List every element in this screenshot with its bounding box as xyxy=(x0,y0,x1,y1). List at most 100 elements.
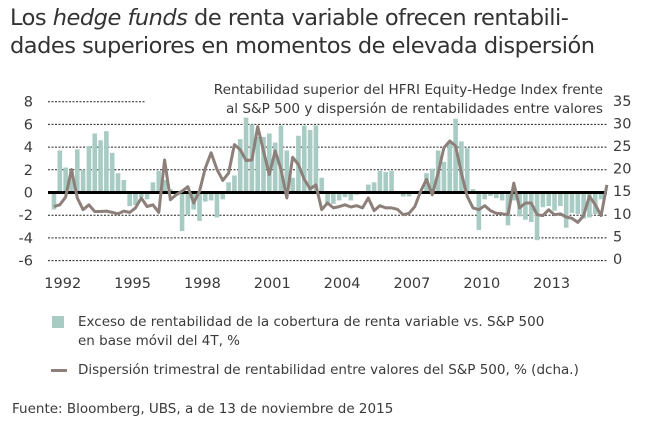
bar xyxy=(203,192,208,202)
legend-line-swatch xyxy=(51,369,67,372)
bar xyxy=(290,177,295,193)
bar xyxy=(86,145,92,193)
bar xyxy=(139,192,144,198)
left-axis-tick-label: -6 xyxy=(19,254,33,270)
bar xyxy=(523,192,528,220)
bar xyxy=(57,150,63,193)
right-axis-tick-label: 30 xyxy=(613,116,631,132)
bar xyxy=(319,177,325,193)
bar xyxy=(197,192,202,221)
bar xyxy=(127,192,132,207)
bar xyxy=(546,192,551,207)
chart-title: Los hedge funds de renta variable ofrece… xyxy=(10,4,595,60)
bar xyxy=(284,150,290,193)
left-axis-tick-label: 2 xyxy=(24,163,33,179)
bar xyxy=(51,192,57,210)
bar xyxy=(377,170,383,193)
bar xyxy=(534,192,540,241)
bar xyxy=(552,192,557,211)
legend-bar-label: Exceso de rentabilidad de la cobertura d… xyxy=(78,314,545,349)
dispersion-line xyxy=(53,125,609,224)
bar xyxy=(540,192,546,208)
bar xyxy=(581,192,586,219)
bar xyxy=(255,136,260,193)
bar xyxy=(470,189,476,193)
left-axis-tick-label: 0 xyxy=(24,186,33,202)
bar xyxy=(226,182,231,193)
bar xyxy=(150,182,156,193)
left-axis-tick-label: -2 xyxy=(19,208,33,224)
bar xyxy=(232,175,237,193)
x-axis-tick-label: 2010 xyxy=(463,276,500,292)
x-axis-tick-label: 1992 xyxy=(44,276,81,292)
title-line-2: dades superiores en momentos de elevada … xyxy=(10,33,595,59)
bar xyxy=(74,149,80,193)
bar xyxy=(267,133,272,193)
bar xyxy=(400,192,406,197)
bar xyxy=(243,117,249,193)
bar xyxy=(348,192,354,201)
bar xyxy=(272,142,278,193)
bar xyxy=(98,140,103,193)
bar xyxy=(482,192,487,200)
bar xyxy=(575,192,581,215)
bar xyxy=(237,139,243,193)
right-axis-tick-label: 25 xyxy=(613,139,631,155)
bar xyxy=(441,161,447,193)
x-axis-tick-label: 1998 xyxy=(184,276,221,292)
bar xyxy=(121,180,127,193)
bar xyxy=(69,170,74,193)
bar xyxy=(162,180,167,193)
right-axis-tick-label: 35 xyxy=(613,94,631,110)
bar xyxy=(430,168,435,193)
bar xyxy=(109,152,115,193)
bar xyxy=(156,170,162,193)
x-axis-tick-label: 2013 xyxy=(533,276,570,292)
bar xyxy=(115,173,121,193)
bar xyxy=(92,133,98,193)
bar xyxy=(447,142,453,193)
bar xyxy=(587,192,592,218)
bar xyxy=(342,192,348,198)
x-axis-tick-label: 1995 xyxy=(114,276,151,292)
bar xyxy=(313,125,319,193)
bar xyxy=(476,192,482,230)
bar xyxy=(453,118,458,193)
x-axis-tick-label: 2001 xyxy=(254,276,291,292)
bar xyxy=(383,172,389,193)
bar xyxy=(558,192,563,207)
bar xyxy=(389,170,394,193)
right-axis-tick-label: 10 xyxy=(613,207,631,223)
bar xyxy=(365,184,371,193)
bar xyxy=(185,192,191,216)
bar xyxy=(406,192,412,197)
bar xyxy=(499,192,505,201)
x-axis-tick-label: 2004 xyxy=(324,276,361,292)
bar xyxy=(214,192,220,218)
right-axis-tick-label: 5 xyxy=(613,229,622,245)
x-axis-tick-label: 2007 xyxy=(393,276,430,292)
right-axis-tick-label: 0 xyxy=(613,252,622,268)
bar xyxy=(63,167,68,193)
bar xyxy=(220,192,226,200)
bar xyxy=(511,192,517,201)
right-axis-tick-label: 20 xyxy=(613,162,631,178)
source-note: Fuente: Bloomberg, UBS, a de 13 de novie… xyxy=(12,401,394,417)
left-axis-tick-label: -4 xyxy=(19,231,33,247)
bar xyxy=(464,148,470,193)
bar xyxy=(179,192,185,232)
left-axis-tick-label: 6 xyxy=(24,117,33,133)
title-line-1: Los hedge funds de renta variable ofrece… xyxy=(10,5,569,31)
bar xyxy=(569,192,575,213)
legend-line-label: Dispersión trimestral de rentabilidad en… xyxy=(78,362,579,378)
legend-bar-swatch xyxy=(52,316,64,328)
bar xyxy=(371,182,377,193)
bar xyxy=(104,131,109,193)
bar xyxy=(336,192,342,201)
right-axis-tick-label: 15 xyxy=(613,184,631,200)
bar xyxy=(494,192,499,199)
bar xyxy=(598,192,604,200)
left-axis-tick-label: 8 xyxy=(24,95,33,111)
bar xyxy=(80,169,86,193)
left-axis-tick-label: 4 xyxy=(24,140,33,156)
